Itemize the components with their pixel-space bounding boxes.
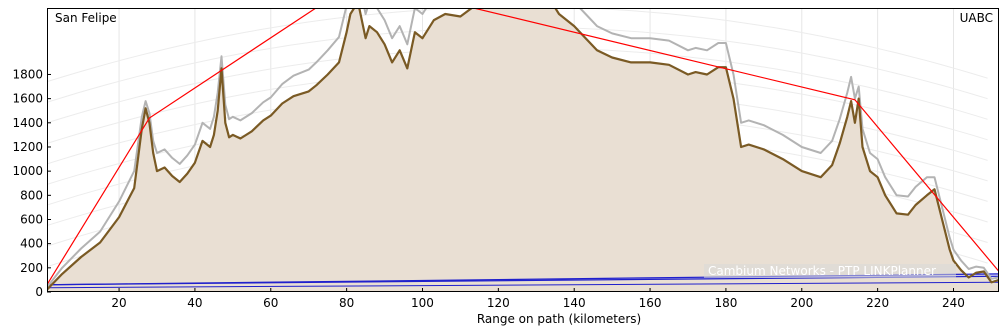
y-tick-label: 1400: [12, 116, 43, 130]
site-left-label: San Felipe: [55, 11, 117, 25]
x-tick-label: 160: [639, 296, 662, 310]
terrain-line: [47, 8, 999, 291]
y-tick-label: 0: [35, 285, 43, 299]
x-axis-title: Range on path (kilometers): [477, 312, 641, 326]
site-right-label: UABC: [960, 11, 993, 25]
y-tick-label: 1000: [12, 164, 43, 178]
obstruction-line: [47, 8, 999, 288]
y-tick-label: 600: [20, 212, 43, 226]
x-tick-label: 240: [942, 296, 965, 310]
x-tick-label: 100: [411, 296, 434, 310]
x-tick-label: 120: [487, 296, 510, 310]
y-tick-label: 1600: [12, 92, 43, 106]
x-tick-label: 180: [714, 296, 737, 310]
x-tick-label: 40: [187, 296, 202, 310]
x-tick-label: 200: [790, 296, 813, 310]
x-tick-label: 20: [111, 296, 126, 310]
y-tick-label: 1200: [12, 140, 43, 154]
y-tick-label: 400: [20, 237, 43, 251]
watermark-background: [704, 264, 956, 278]
curvature-line: [47, 8, 988, 83]
terrain-fill: [47, 8, 999, 292]
ticks: 20 40 60 80 100 120 140 160 180 200 220 240 0 200 400 6…: [12, 67, 964, 310]
watermark: Cambium Networks - PTP LINKPlanner: [708, 264, 936, 278]
x-tick-label: 220: [866, 296, 889, 310]
x-tick-label: 60: [263, 296, 278, 310]
x-tick-label: 80: [339, 296, 354, 310]
x-tick-label: 140: [563, 296, 586, 310]
y-tick-label: 200: [20, 261, 43, 275]
line-of-sight: [47, 8, 999, 286]
y-tick-label: 800: [20, 188, 43, 202]
watermark-group: Cambium Networks - PTP LINKPlanner: [704, 264, 956, 278]
plot-frame: [47, 8, 999, 292]
y-tick-label: 1800: [12, 67, 43, 81]
fresnel-inner: [47, 281, 999, 289]
